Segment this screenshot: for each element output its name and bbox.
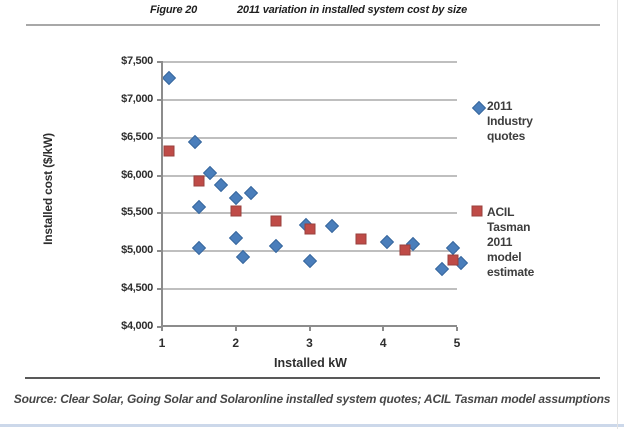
page-right-edge (617, 0, 618, 429)
gridline (163, 61, 457, 63)
gridline (163, 174, 457, 177)
x-tick-label: 2 (232, 336, 240, 350)
legend-label-industry-quotes: 2011 Industry quotes (487, 99, 533, 143)
data-point-square (163, 145, 175, 157)
y-tick-label: $4,500 (121, 282, 153, 295)
figure-title: 2011 variation in installed system cost … (237, 4, 468, 16)
y-tick-mark (157, 288, 161, 291)
y-tick-label: $5,500 (121, 206, 153, 219)
y-tick-mark (157, 326, 161, 328)
y-tick-mark (157, 250, 161, 253)
y-tick-mark (157, 136, 161, 139)
gridline (163, 136, 457, 139)
gridline (163, 288, 457, 291)
data-point-square (230, 205, 242, 217)
x-tick-mark (161, 327, 163, 331)
y-tick-label: $6,000 (121, 168, 153, 181)
y-tick-mark (157, 174, 161, 177)
x-tick-mark (234, 327, 237, 331)
source-attribution: Source: Clear Solar, Going Solar and Sol… (13, 392, 611, 406)
legend-diamond-icon (471, 100, 487, 116)
data-point-square (355, 233, 367, 245)
y-tick-label: $7,000 (121, 92, 153, 105)
x-tick-label: 5 (453, 336, 461, 350)
x-tick-mark (382, 327, 385, 331)
gridline (163, 250, 457, 253)
x-tick-mark (308, 327, 311, 331)
legend-square-icon (471, 205, 483, 217)
data-point-square (304, 223, 315, 235)
plot-area (161, 61, 457, 327)
gridline (163, 98, 457, 101)
page-bottom-edge (0, 424, 624, 427)
x-tick-mark (456, 327, 458, 331)
x-tick-label: 3 (306, 336, 313, 350)
y-axis-title: Installed cost ($/kW) (41, 133, 55, 245)
header-divider (26, 24, 600, 26)
y-tick-label: $4,000 (121, 320, 153, 332)
data-point-square (270, 215, 282, 227)
y-tick-mark (157, 98, 161, 101)
x-axis-title: Installed kW (274, 356, 347, 370)
x-tick-label: 4 (379, 336, 387, 350)
y-tick-label: $5,000 (121, 244, 153, 257)
figure-number: Figure 20 (150, 4, 198, 16)
data-point-square (447, 254, 459, 266)
y-tick-label: $7,500 (121, 55, 153, 67)
y-tick-mark (157, 212, 161, 215)
footer-divider (25, 377, 600, 379)
gridline (163, 212, 457, 215)
data-point-square (193, 175, 205, 187)
y-tick-label: $6,500 (121, 130, 153, 143)
y-tick-mark (157, 61, 161, 63)
data-point-square (399, 244, 411, 256)
x-tick-label: 1 (158, 336, 166, 350)
legend-label-acil-tasman: ACIL Tasman 2011 model estimate (487, 205, 535, 279)
